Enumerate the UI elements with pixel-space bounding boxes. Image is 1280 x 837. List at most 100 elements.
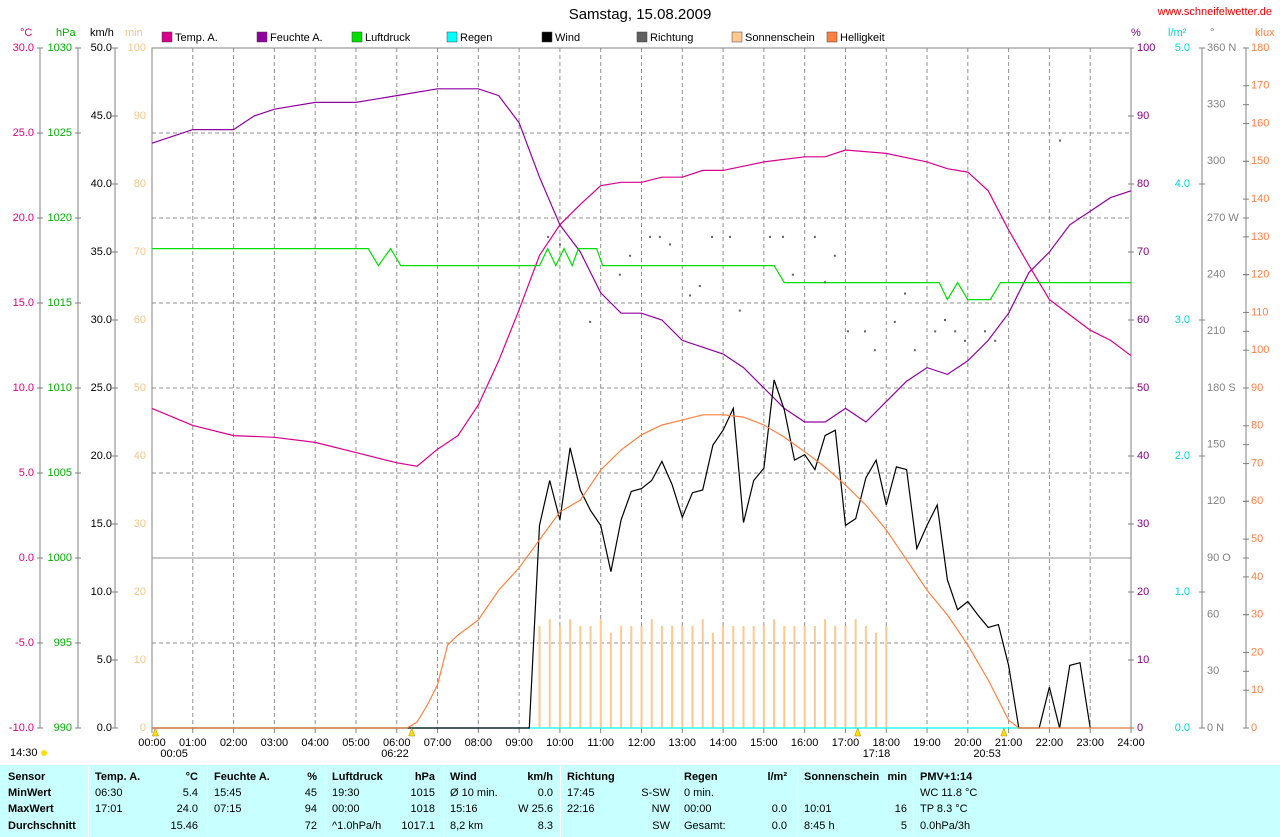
table-cell: 22:16: [567, 803, 595, 815]
y-tick-label: 60: [1137, 314, 1149, 326]
y-tick-label: 330: [1207, 99, 1225, 111]
x-tick-label: 11:00: [587, 737, 614, 749]
y-tick-label: 0: [1137, 722, 1143, 734]
y-tick-label: 80: [134, 178, 146, 190]
row-label: Sensor: [8, 771, 46, 783]
column-unit: km/h: [527, 771, 553, 783]
direction-point: [824, 281, 827, 284]
direction-point: [983, 330, 986, 333]
table-cell: 06:30: [95, 787, 123, 799]
table-cell: 0.0: [771, 820, 787, 832]
y-tick-label: 10: [134, 654, 146, 666]
y-tick-label: 25.0: [13, 127, 34, 139]
legend-label: Luftdruck: [365, 32, 411, 44]
axis-unit: klux: [1255, 27, 1275, 39]
annotation-marker: [1000, 727, 1008, 737]
column-separator: [443, 765, 444, 837]
x-tick-label: 22:00: [1036, 737, 1064, 749]
direction-point: [618, 273, 621, 276]
direction-point: [893, 320, 896, 323]
y-tick-label: 30: [134, 518, 146, 530]
x-tick-label: 06:00: [383, 737, 411, 749]
sunshine-bar: [599, 619, 602, 728]
column-unit: %: [307, 771, 317, 783]
table-cell: S-SW: [641, 787, 670, 799]
x-tick-label: 04:00: [301, 737, 329, 749]
y-tick-label: 60: [1207, 609, 1219, 621]
y-tick-label: 20: [1137, 586, 1149, 598]
axis-unit: l/m²: [1168, 27, 1187, 39]
y-tick-label: 50: [134, 382, 146, 394]
sunshine-bar: [579, 626, 582, 728]
y-tick-label: 20: [1251, 646, 1263, 658]
column-unit: hPa: [414, 771, 435, 783]
y-tick-label: 180 S: [1207, 382, 1236, 394]
x-tick-label: 18:00: [872, 737, 900, 749]
column-separator: [325, 765, 326, 837]
y-tick-label: 30: [1251, 609, 1263, 621]
legend-swatch: [351, 31, 363, 43]
y-tick-label: 160: [1251, 117, 1269, 129]
legend-label: Regen: [460, 32, 492, 44]
table-cell: 0.0: [537, 787, 553, 799]
y-tick-label: 4.0: [1175, 178, 1190, 190]
y-tick-label: 30: [1207, 665, 1219, 677]
y-tick-label: 150: [1251, 155, 1269, 167]
sunshine-bar: [834, 626, 837, 728]
x-tick-label: 17:00: [832, 737, 860, 749]
x-tick-label: 00:00: [138, 737, 166, 749]
y-tick-label: 20: [134, 586, 146, 598]
annotation-label: 06:22: [381, 748, 409, 760]
sunshine-bar: [722, 626, 725, 728]
table-cell: ^1.0hPa/h: [332, 820, 382, 832]
series-line: [152, 414, 1131, 729]
column-separator: [207, 765, 208, 837]
direction-point: [954, 330, 957, 333]
y-tick-label: 20.0: [91, 450, 112, 462]
axis-unit: min: [125, 27, 143, 39]
sunshine-bar: [875, 632, 878, 728]
y-tick-label: 990: [54, 722, 72, 734]
legend-swatch: [826, 31, 838, 43]
sunshine-bar: [630, 626, 633, 728]
y-tick-label: 1025: [48, 127, 72, 139]
y-tick-label: 100: [1251, 344, 1269, 356]
axis-unit: km/h: [90, 27, 114, 39]
y-tick-label: 40: [1251, 571, 1263, 583]
column-unit: min: [887, 771, 907, 783]
annotation-label: 00:05: [160, 748, 188, 760]
direction-point: [689, 294, 692, 297]
y-tick-label: 45.0: [91, 110, 112, 122]
sunshine-bar: [742, 626, 745, 728]
direction-point: [934, 330, 937, 333]
y-tick-label: 100: [1137, 42, 1155, 54]
chart-title: Samstag, 15.08.2009: [569, 6, 712, 23]
row-label: Durchschnitt: [8, 820, 76, 832]
annotation-marker: [854, 727, 862, 737]
column-header: PMV+1:14: [920, 771, 973, 783]
table-cell: 15:16: [450, 803, 478, 815]
direction-point: [873, 349, 876, 352]
table-cell: Gesamt:: [684, 820, 726, 832]
series-line: [152, 247, 1131, 301]
table-cell: 94: [304, 803, 317, 815]
table-cell: Ø 10 min.: [450, 787, 498, 799]
y-tick-label: -5.0: [15, 637, 34, 649]
y-tick-label: 120: [1207, 495, 1225, 507]
y-tick-label: 100: [128, 42, 146, 54]
direction-point: [833, 254, 836, 257]
x-tick-label: 24:00: [1117, 737, 1145, 749]
sunshine-bar: [783, 626, 786, 728]
table-cell: 1017.1: [401, 820, 435, 832]
column-header: Richtung: [567, 771, 615, 783]
sunshine-bar: [660, 626, 663, 728]
annotation-label: 17:18: [863, 748, 891, 760]
table-cell: 0 min.: [684, 787, 714, 799]
column-unit: °C: [185, 771, 198, 783]
x-tick-label: 15:00: [750, 737, 778, 749]
annotation-marker: [152, 727, 159, 737]
chart: Samstag, 15.08.2009 www.schneifelwetter.…: [9, 6, 1275, 760]
table-cell: 5: [900, 820, 907, 832]
series-line: [151, 88, 1132, 423]
legend-label: Wind: [555, 32, 580, 44]
